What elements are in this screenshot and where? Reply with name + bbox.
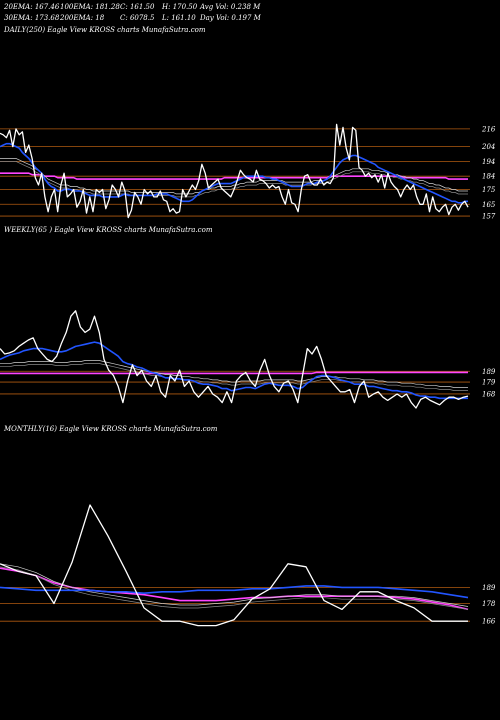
monthly-series-ema-mid-shadow <box>0 566 469 610</box>
daily-tick-label-157: 157 <box>482 213 496 221</box>
daily-tick-label-204: 204 <box>481 143 495 151</box>
weekly-series-ema-long <box>0 371 468 375</box>
header-day-vol: Day Vol: 0.197 M <box>200 14 261 22</box>
daily-series-ema-fast <box>0 142 468 204</box>
daily-panel-label: DAILY(250) Eagle View KROSS charts Munaf… <box>4 26 206 34</box>
monthly-tick-label-178: 178 <box>482 600 496 608</box>
header-close: C: 161.50 <box>120 3 155 11</box>
daily-tick-label-175: 175 <box>482 186 496 194</box>
monthly-series-ema-fast <box>0 585 469 599</box>
daily-tick-label-165: 165 <box>482 201 496 209</box>
weekly-panel-label: WEEKLY(65 ) Eagle View KROSS charts Muna… <box>4 226 213 234</box>
weekly-tick-label-168: 168 <box>482 390 496 398</box>
weekly-tick-label-179: 179 <box>482 379 496 387</box>
header-200ema: 200EMA: 18 <box>60 14 105 22</box>
weekly-series-price <box>0 310 469 409</box>
header-low: L: 161.10 <box>162 14 196 22</box>
monthly-tick-label-189: 189 <box>482 584 496 592</box>
monthly-series-price <box>0 504 468 627</box>
daily-tick-label-194: 194 <box>482 158 495 166</box>
header-30ema: 30EMA: 173.68 <box>4 14 60 22</box>
header-20ema: 20EMA: 167.46 <box>4 3 60 11</box>
weekly-series-ema-mid-shadow <box>0 363 468 391</box>
weekly-series-ema-mid <box>0 360 468 388</box>
daily-series-price <box>0 123 469 219</box>
header-avg-vol: Avg Vol: 0.238 M <box>200 3 261 11</box>
daily-tick-label-184: 184 <box>482 173 495 181</box>
header-close-alt: C: 6078.5 <box>120 14 155 22</box>
weekly-tick-label-189: 189 <box>482 368 496 376</box>
monthly-chart: 189 178 166 <box>0 504 496 627</box>
monthly-tick-label-166: 166 <box>482 618 496 626</box>
monthly-panel-label: MONTHLY(16) Eagle View KROSS charts Muna… <box>4 425 218 433</box>
header-high: H: 170.50 <box>162 3 198 11</box>
daily-tick-label-216: 216 <box>481 125 496 133</box>
monthly-series-ema-mid <box>0 563 469 607</box>
weekly-chart: 189 179 168 <box>0 310 496 409</box>
daily-chart: 216 204 194 184 175 165 157 <box>0 123 496 221</box>
header-100ema: 100EMA: 181.28 <box>60 3 120 11</box>
